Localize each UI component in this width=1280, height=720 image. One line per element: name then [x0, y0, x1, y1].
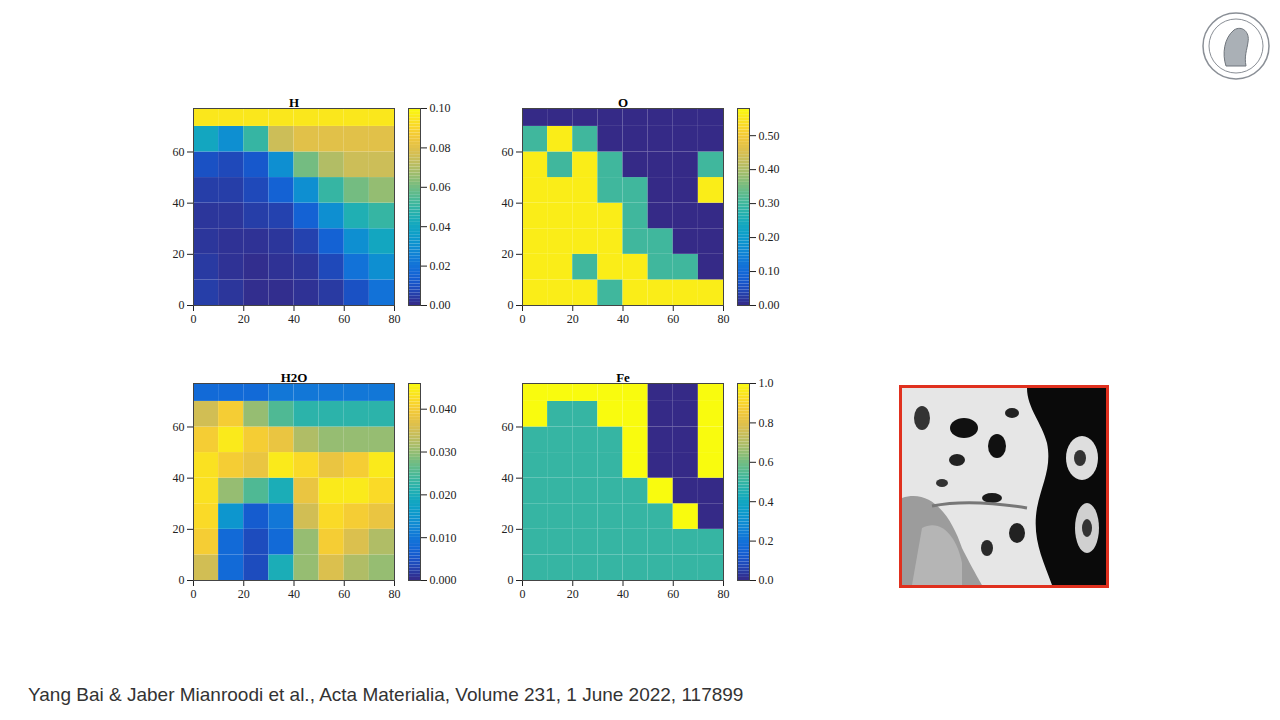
svg-text:20: 20 — [238, 312, 250, 326]
svg-text:40: 40 — [173, 196, 185, 210]
svg-text:60: 60 — [502, 145, 514, 159]
svg-text:20: 20 — [567, 312, 579, 326]
svg-text:0: 0 — [179, 573, 185, 587]
svg-text:0: 0 — [520, 587, 526, 601]
svg-text:0.40: 0.40 — [759, 162, 780, 176]
svg-text:0: 0 — [508, 573, 514, 587]
svg-text:60: 60 — [667, 587, 679, 601]
svg-text:60: 60 — [502, 420, 514, 434]
svg-text:0.4: 0.4 — [759, 495, 774, 509]
svg-text:40: 40 — [617, 312, 629, 326]
svg-text:40: 40 — [502, 471, 514, 485]
svg-text:0: 0 — [179, 298, 185, 312]
svg-text:40: 40 — [502, 196, 514, 210]
svg-text:0.20: 0.20 — [759, 230, 780, 244]
svg-text:0.000: 0.000 — [430, 573, 457, 587]
svg-text:80: 80 — [718, 312, 730, 326]
svg-text:20: 20 — [238, 587, 250, 601]
svg-text:0.06: 0.06 — [430, 180, 451, 194]
svg-text:60: 60 — [667, 312, 679, 326]
svg-text:20: 20 — [173, 247, 185, 261]
svg-text:40: 40 — [617, 587, 629, 601]
svg-text:O: O — [618, 95, 628, 110]
svg-text:H: H — [289, 95, 299, 110]
svg-text:20: 20 — [173, 522, 185, 536]
svg-text:0.08: 0.08 — [430, 141, 451, 155]
svg-text:60: 60 — [338, 587, 350, 601]
svg-text:60: 60 — [173, 420, 185, 434]
svg-text:40: 40 — [288, 587, 300, 601]
svg-text:0.040: 0.040 — [430, 402, 457, 416]
svg-text:20: 20 — [502, 522, 514, 536]
svg-text:0.00: 0.00 — [430, 298, 451, 312]
svg-text:20: 20 — [502, 247, 514, 261]
svg-text:0.04: 0.04 — [430, 220, 451, 234]
svg-text:0.2: 0.2 — [759, 534, 774, 548]
svg-text:80: 80 — [389, 587, 401, 601]
svg-text:80: 80 — [389, 312, 401, 326]
html-text:Yang Bai & Jaber Mianroodi et: Yang Bai & Jaber Mianroodi et al., Acta … — [28, 684, 744, 705]
svg-text:0.8: 0.8 — [759, 416, 774, 430]
svg-text:40: 40 — [288, 312, 300, 326]
svg-text:40: 40 — [173, 471, 185, 485]
svg-text:Fe: Fe — [616, 370, 630, 385]
svg-text:0.50: 0.50 — [759, 129, 780, 143]
svg-text:0: 0 — [191, 587, 197, 601]
svg-text:60: 60 — [338, 312, 350, 326]
svg-text:0.0: 0.0 — [759, 573, 774, 587]
svg-text:0.30: 0.30 — [759, 196, 780, 210]
svg-text:0.02: 0.02 — [430, 259, 451, 273]
svg-text:0: 0 — [191, 312, 197, 326]
svg-text:0.020: 0.020 — [430, 488, 457, 502]
svg-text:0.10: 0.10 — [759, 264, 780, 278]
svg-text:20: 20 — [567, 587, 579, 601]
svg-text:0: 0 — [508, 298, 514, 312]
svg-text:1.0: 1.0 — [759, 376, 774, 390]
svg-text:0.6: 0.6 — [759, 455, 774, 469]
svg-text:H2O: H2O — [281, 370, 308, 385]
svg-text:80: 80 — [718, 587, 730, 601]
svg-text:60: 60 — [173, 145, 185, 159]
svg-text:0.010: 0.010 — [430, 531, 457, 545]
svg-text:0: 0 — [520, 312, 526, 326]
svg-text:0.10: 0.10 — [430, 101, 451, 115]
svg-text:0.00: 0.00 — [759, 298, 780, 312]
svg-text:0.030: 0.030 — [430, 445, 457, 459]
